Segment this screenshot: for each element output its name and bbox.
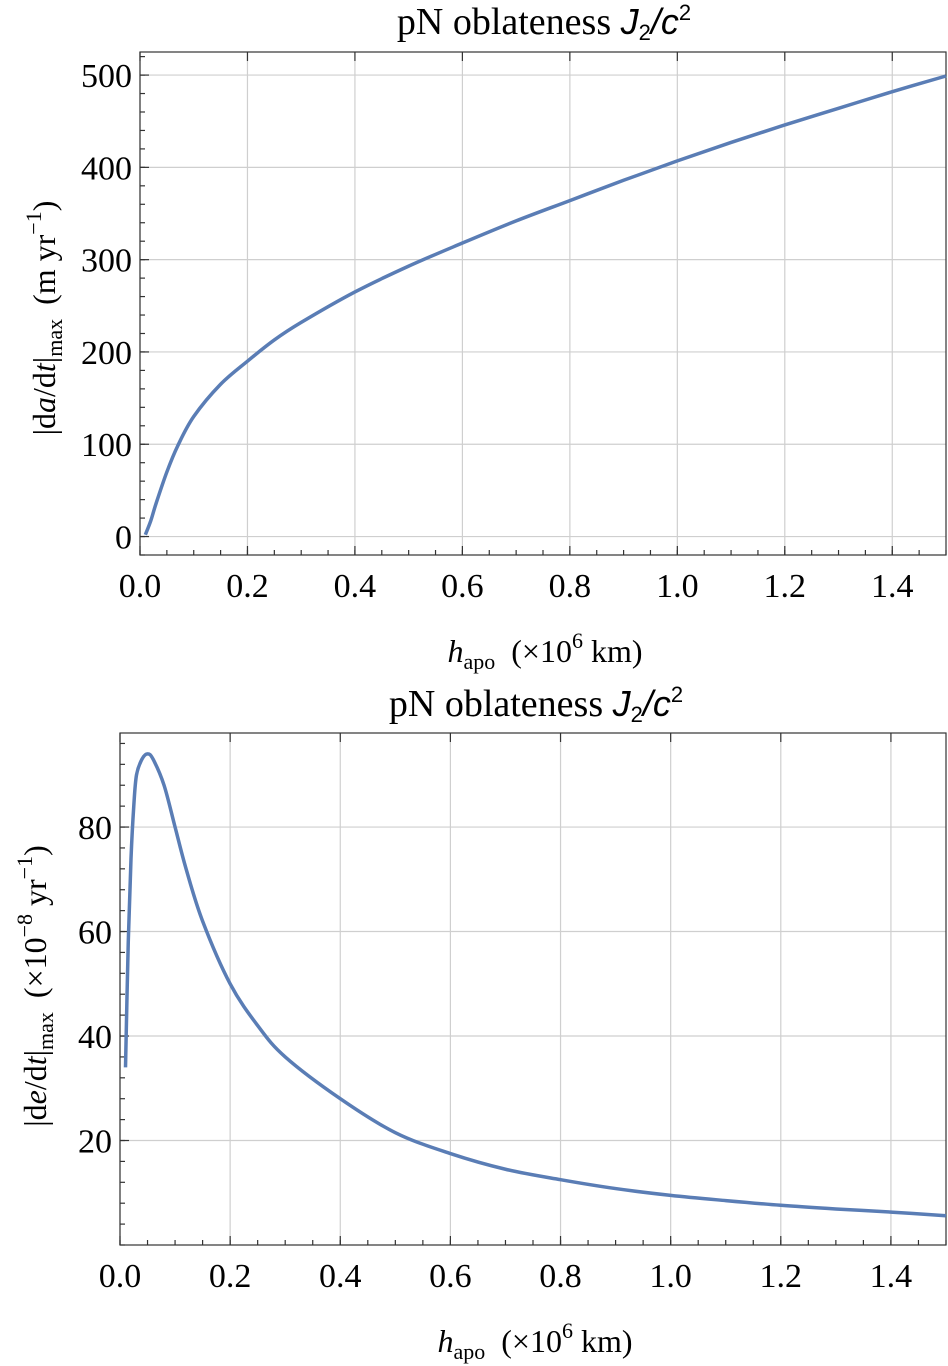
x-tick-label: 1.4 [871,568,914,605]
y-tick-label: 60 [78,915,112,952]
y-axis-label-top: |da/dt|max(m yr−1) [21,201,67,436]
x-tick-label: 0.2 [226,568,269,605]
x-axis-label-top: hapo (×106 km) [447,628,642,674]
ticks-top [139,52,947,556]
chart-title-top: pN oblateness J2/c2 [397,0,691,45]
plot-frame-bottom [119,732,947,1246]
x-axis-label-bottom: hapo (×106 km) [437,1318,632,1364]
x-tick-label: 1.4 [870,1258,913,1295]
x-tick-label: 1.2 [760,1258,803,1295]
y-tick-label: 20 [78,1124,112,1161]
x-tick-label: 0.0 [119,568,162,605]
chart-title-bottom: pN oblateness J2/c2 [389,682,683,727]
chart-panel-top: pN oblateness J2/c2 0.0 0.2 0.4 0.6 0.8 1.0 1.… [21,0,947,674]
y-tick-label: 100 [81,427,132,464]
y-tick-label: 400 [81,150,132,187]
x-tick-label: 0.6 [441,568,484,605]
x-tick-label: 0.2 [209,1258,252,1295]
grid-lines-bottom [119,733,946,1245]
x-tick-label: 1.2 [764,568,807,605]
plot-frame-top [139,51,947,556]
y-tick-label: 300 [81,243,132,280]
ticks-bottom [119,733,947,1246]
series-line-top [143,74,947,536]
x-tick-label: 0.8 [549,568,592,605]
chart-panel-bottom: pN oblateness J2/c2 0.0 0.2 0.4 0.6 0.8 1.0 1.… [12,682,947,1364]
y-tick-label: 40 [78,1019,112,1056]
x-tick-label: 0.4 [334,568,377,605]
y-tick-label: 500 [81,58,132,95]
x-tick-label: 1.0 [649,1258,692,1295]
series-line-bottom [123,752,947,1218]
x-tick-label: 0.0 [99,1258,142,1295]
x-tick-label: 1.0 [656,568,699,605]
x-tick-labels-top: 0.0 0.2 0.4 0.6 0.8 1.0 1.2 1.4 [119,568,914,605]
x-tick-labels-bottom: 0.0 0.2 0.4 0.6 0.8 1.0 1.2 1.4 [99,1258,912,1295]
x-tick-label: 0.6 [429,1258,472,1295]
x-tick-label: 0.8 [539,1258,582,1295]
y-tick-labels-bottom: 20 40 60 80 [78,810,112,1160]
y-tick-labels-top: 0 100 200 300 400 500 [81,58,132,556]
grid-lines-top [139,52,946,555]
y-tick-label: 0 [115,520,132,557]
y-tick-label: 80 [78,810,112,847]
y-tick-label: 200 [81,335,132,372]
x-tick-label: 0.4 [319,1258,362,1295]
y-axis-label-bottom: |de/dt|max(×10−8 yr−1) [12,845,58,1127]
